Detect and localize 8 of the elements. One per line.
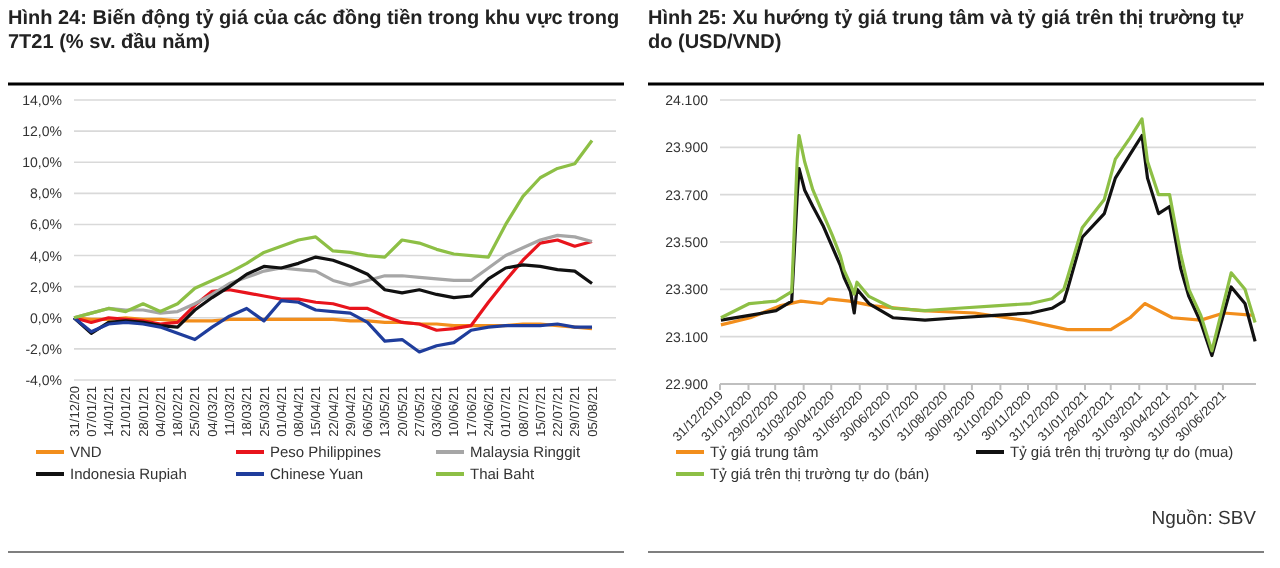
line-series <box>72 138 594 320</box>
text: Nguồn: SBV <box>1151 508 1258 530</box>
line-series <box>72 299 594 354</box>
line-series <box>72 255 594 335</box>
chart-title: Hình 24: Biến động tỷ giá của các đồng tiền trong khu vực trong 7T21 (% sv. đầu năm) <box>8 8 620 54</box>
chart-title: Hình 25: Xu hướng tỷ giá trung tâm và tỷ giá trên thị trường tự do (USD/VND) <box>648 8 1245 54</box>
line-series <box>719 297 1256 332</box>
line-series <box>72 238 594 332</box>
